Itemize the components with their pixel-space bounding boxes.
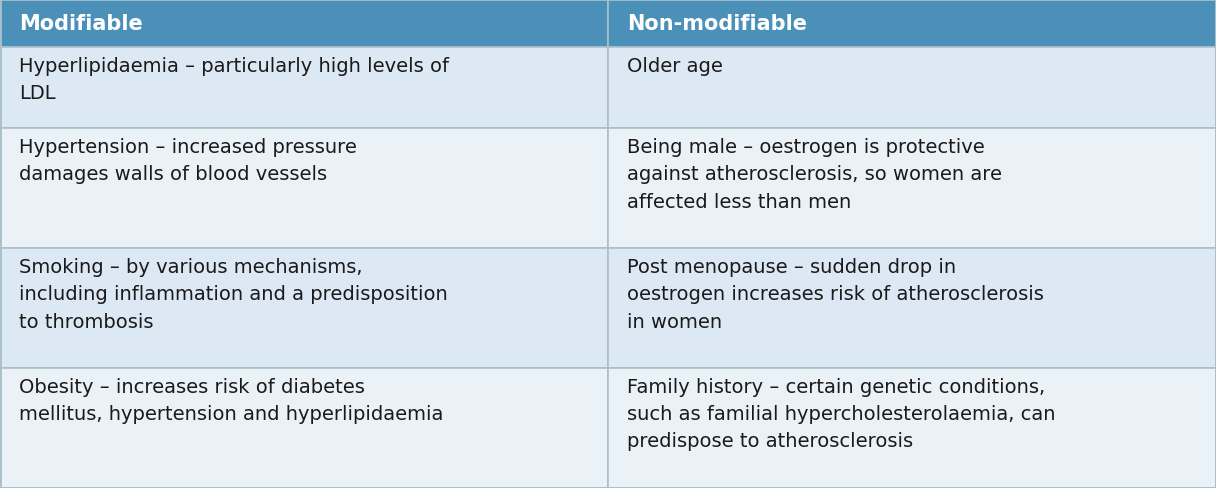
Text: Smoking – by various mechanisms,
including inflammation and a predisposition
to : Smoking – by various mechanisms, includi… bbox=[19, 258, 449, 331]
FancyBboxPatch shape bbox=[608, 48, 1216, 129]
Text: Hyperlipidaemia – particularly high levels of
LDL: Hyperlipidaemia – particularly high leve… bbox=[19, 57, 450, 103]
Text: Family history – certain genetic conditions,
such as familial hypercholesterolae: Family history – certain genetic conditi… bbox=[627, 377, 1055, 450]
Text: Obesity – increases risk of diabetes
mellitus, hypertension and hyperlipidaemia: Obesity – increases risk of diabetes mel… bbox=[19, 377, 444, 423]
FancyBboxPatch shape bbox=[608, 129, 1216, 249]
FancyBboxPatch shape bbox=[608, 368, 1216, 488]
FancyBboxPatch shape bbox=[0, 249, 608, 368]
FancyBboxPatch shape bbox=[0, 0, 608, 48]
Text: Being male – oestrogen is protective
against atherosclerosis, so women are
affec: Being male – oestrogen is protective aga… bbox=[627, 138, 1002, 211]
Text: Hypertension – increased pressure
damages walls of blood vessels: Hypertension – increased pressure damage… bbox=[19, 138, 358, 184]
FancyBboxPatch shape bbox=[0, 368, 608, 488]
FancyBboxPatch shape bbox=[0, 129, 608, 249]
Text: Older age: Older age bbox=[627, 57, 724, 76]
Text: Modifiable: Modifiable bbox=[19, 14, 143, 34]
FancyBboxPatch shape bbox=[608, 0, 1216, 48]
Text: Non-modifiable: Non-modifiable bbox=[627, 14, 807, 34]
Text: Post menopause – sudden drop in
oestrogen increases risk of atherosclerosis
in w: Post menopause – sudden drop in oestroge… bbox=[627, 258, 1045, 331]
FancyBboxPatch shape bbox=[0, 48, 608, 129]
FancyBboxPatch shape bbox=[608, 249, 1216, 368]
